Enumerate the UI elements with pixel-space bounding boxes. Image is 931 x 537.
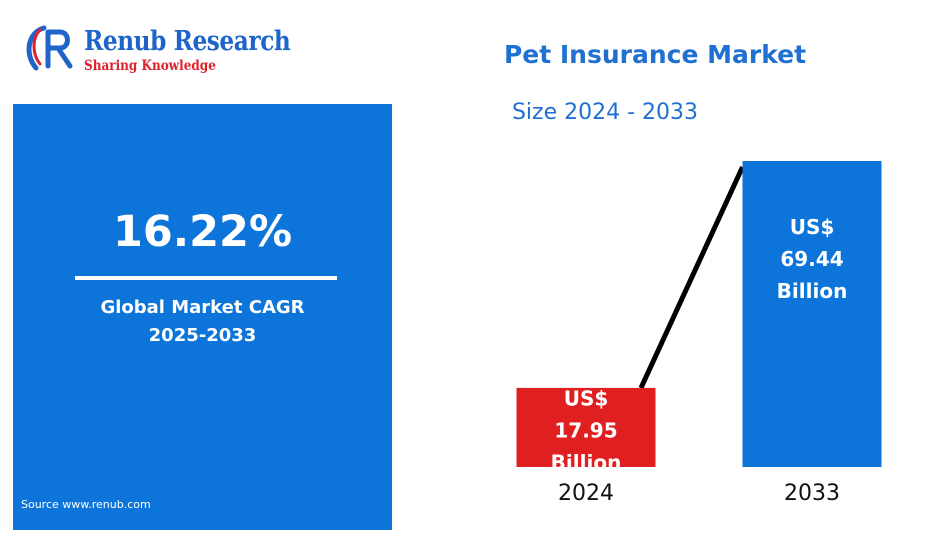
logo-name: Renub Research — [84, 26, 291, 57]
cagr-divider — [75, 276, 337, 280]
logo-tagline: Sharing Knowledge — [84, 58, 216, 74]
source-note: Source www.renub.com — [21, 498, 151, 511]
bar-data-label-2033-line1: US$ — [790, 215, 835, 239]
x-tick-label-2033: 2033 — [784, 481, 840, 506]
bar-2024 — [516, 387, 656, 467]
bar-2033 — [742, 161, 882, 467]
chart-subtitle: Size 2024 - 2033 — [511, 100, 699, 125]
bar-data-label-2024-line2: 17.95 — [554, 418, 617, 442]
cagr-label: Global Market CAGR 2025-2033 — [13, 294, 392, 350]
bar-data-label-2024-line1: US$ — [564, 386, 609, 410]
cagr-panel: 16.22% Global Market CAGR 2025-2033 Sour… — [13, 104, 392, 530]
cagr-label-line1: Global Market CAGR — [100, 297, 305, 318]
bar-data-label-2024-line3: Billion — [551, 450, 622, 474]
renub-logo-mark-icon — [26, 25, 73, 71]
renub-research-logo: Renub Research Sharing Knowledge — [22, 22, 322, 82]
cagr-label-line2: 2025-2033 — [148, 325, 257, 346]
trend-connector-line — [638, 165, 745, 389]
bar-data-label-2033-line2: 69.44 — [780, 247, 843, 271]
x-tick-label-2024: 2024 — [558, 481, 614, 506]
cagr-value: 16.22% — [112, 207, 293, 257]
bar-data-label-2033-line3: Billion — [777, 279, 848, 303]
chart-title: Pet Insurance Market — [503, 40, 807, 69]
